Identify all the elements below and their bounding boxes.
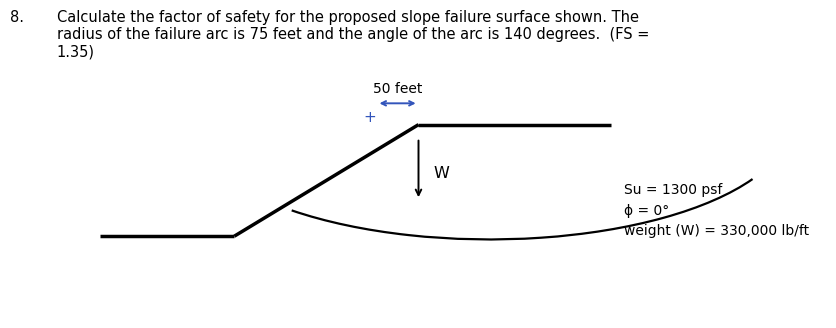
Text: ϕ = 0°: ϕ = 0° xyxy=(623,204,668,217)
Text: weight (W) = 330,000 lb/ft: weight (W) = 330,000 lb/ft xyxy=(623,224,808,238)
Text: 8.: 8. xyxy=(10,10,24,25)
Text: +: + xyxy=(363,110,376,125)
Text: W: W xyxy=(433,166,449,181)
Text: Calculate the factor of safety for the proposed slope failure surface shown. The: Calculate the factor of safety for the p… xyxy=(57,10,649,60)
Text: Su = 1300 psf: Su = 1300 psf xyxy=(623,183,721,197)
Text: 50 feet: 50 feet xyxy=(373,82,421,96)
